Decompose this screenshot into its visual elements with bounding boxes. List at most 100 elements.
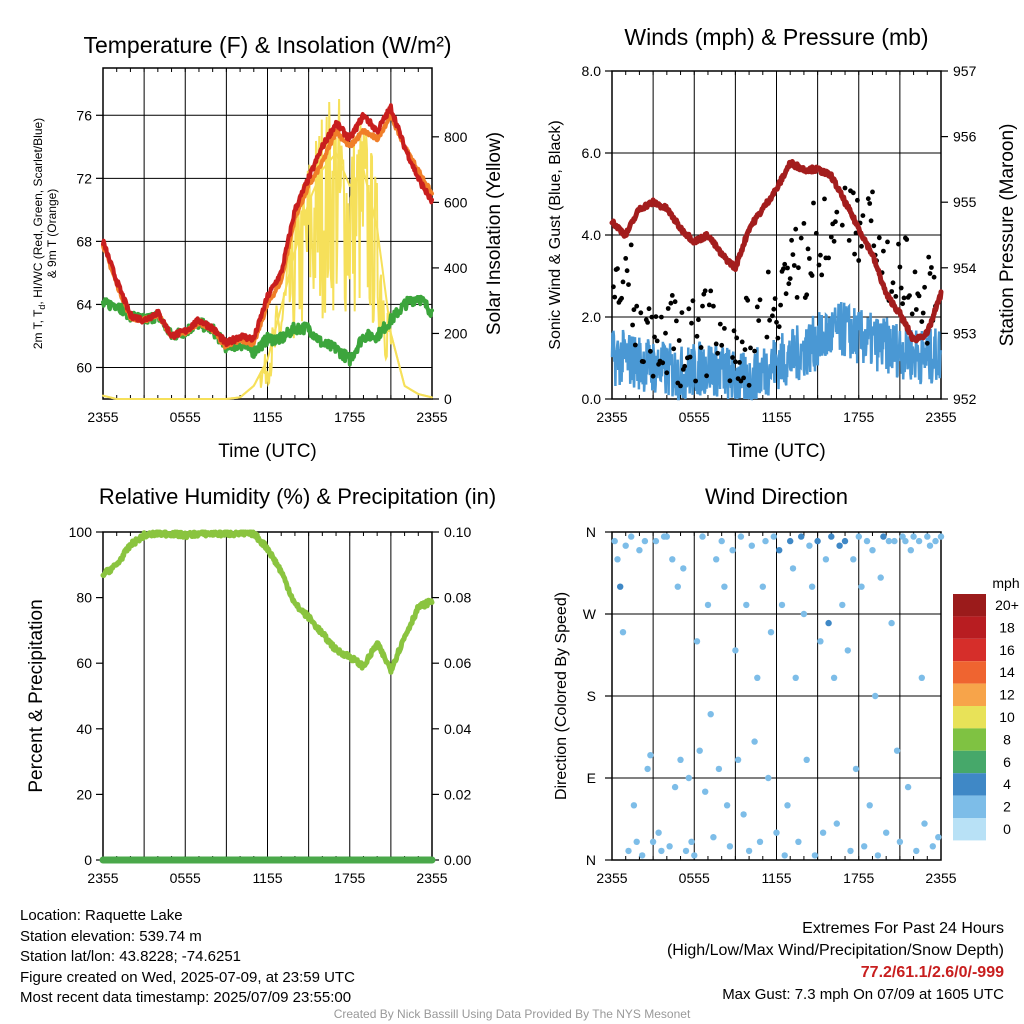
direction-point bbox=[721, 583, 728, 590]
direction-point bbox=[693, 638, 701, 645]
direction-point bbox=[847, 847, 854, 855]
gust-point bbox=[645, 320, 650, 325]
direction-point bbox=[885, 537, 893, 545]
direction-point bbox=[893, 747, 901, 754]
direction-point bbox=[929, 843, 936, 850]
direction-point bbox=[644, 765, 651, 773]
gust-point bbox=[852, 251, 857, 257]
gust-point bbox=[834, 209, 840, 215]
panel-title: Wind Direction bbox=[705, 484, 848, 509]
gust-point bbox=[649, 314, 655, 320]
gust-point bbox=[793, 226, 799, 232]
direction-point bbox=[655, 829, 662, 836]
gust-point bbox=[722, 326, 727, 331]
direction-point bbox=[833, 820, 840, 827]
direction-point bbox=[808, 583, 816, 590]
gust-point bbox=[781, 266, 786, 272]
direction-point bbox=[825, 619, 832, 627]
legend-label: 4 bbox=[1003, 776, 1011, 792]
location-text: Location: Raquette Lake bbox=[20, 907, 183, 924]
gust-point bbox=[734, 335, 740, 341]
x-tick-label: 2355 bbox=[925, 409, 956, 425]
gust-point bbox=[916, 293, 922, 299]
y2-tick-label: 0.04 bbox=[444, 721, 471, 737]
gust-point bbox=[931, 274, 937, 280]
x-tick-label: 2355 bbox=[596, 870, 627, 886]
gust-point bbox=[889, 289, 895, 294]
gust-point bbox=[713, 341, 719, 347]
direction-point bbox=[822, 556, 830, 563]
gust-point bbox=[787, 276, 793, 281]
gust-point bbox=[698, 345, 704, 350]
gust-point bbox=[754, 304, 760, 310]
x-tick-label: 2355 bbox=[87, 409, 118, 425]
gust-point bbox=[733, 359, 738, 365]
direction-point bbox=[924, 533, 931, 540]
direction-point bbox=[743, 601, 750, 609]
direction-point bbox=[765, 774, 772, 782]
legend-label: 0 bbox=[1003, 821, 1011, 837]
panel-title: Winds (mph) & Pressure (mb) bbox=[624, 24, 928, 50]
x-tick-label: 2355 bbox=[925, 870, 956, 886]
gust-point bbox=[611, 284, 616, 290]
y2-tick-label: 800 bbox=[444, 129, 468, 145]
gust-point bbox=[904, 237, 910, 242]
legend-swatch bbox=[953, 795, 986, 818]
gust-point bbox=[822, 196, 827, 202]
direction-point bbox=[669, 556, 676, 563]
gust-point bbox=[831, 238, 837, 244]
direction-point bbox=[918, 674, 925, 681]
gust-point bbox=[898, 285, 904, 291]
y-tick-label: N bbox=[586, 852, 596, 868]
direction-point bbox=[671, 783, 679, 791]
direction-point bbox=[767, 629, 775, 636]
gust-point bbox=[811, 200, 816, 206]
direction-point bbox=[740, 811, 747, 818]
legend-label: 14 bbox=[999, 664, 1015, 680]
gust-point bbox=[671, 346, 677, 352]
direction-point bbox=[776, 547, 783, 554]
gust-point bbox=[679, 310, 685, 315]
direction-point bbox=[633, 838, 640, 845]
direction-point bbox=[649, 838, 657, 845]
y-tick-label: 64 bbox=[76, 296, 92, 312]
gust-point bbox=[738, 378, 744, 384]
y2-tick-label: 954 bbox=[953, 260, 977, 276]
x-axis-label: Time (UTC) bbox=[727, 441, 826, 462]
direction-point bbox=[617, 583, 624, 590]
y2-tick-label: 957 bbox=[953, 63, 977, 79]
legend-title: mph bbox=[992, 575, 1019, 591]
direction-point bbox=[666, 843, 673, 850]
gust-point bbox=[711, 303, 716, 309]
gust-point bbox=[663, 330, 668, 336]
gust-point bbox=[881, 248, 886, 254]
y-tick-label: 2.0 bbox=[582, 309, 602, 325]
gust-point bbox=[789, 237, 794, 243]
gust-point bbox=[717, 321, 723, 327]
direction-point bbox=[674, 583, 681, 590]
gust-point bbox=[623, 256, 629, 261]
legend-label: 10 bbox=[999, 709, 1015, 725]
series-insolation bbox=[102, 98, 433, 400]
direction-point bbox=[792, 674, 799, 681]
y-tick-label: 4.0 bbox=[582, 227, 602, 243]
gust-point bbox=[771, 306, 777, 312]
x-tick-label: 1755 bbox=[334, 409, 365, 425]
direction-point bbox=[926, 542, 934, 549]
direction-point bbox=[759, 583, 766, 590]
gust-point bbox=[746, 382, 752, 388]
direction-point bbox=[863, 537, 871, 545]
gust-point bbox=[791, 263, 797, 268]
panel-title: Relative Humidity (%) & Precipitation (i… bbox=[99, 484, 496, 509]
gust-point bbox=[659, 314, 664, 320]
extremes-subtitle: (High/Low/Max Wind/Precipitation/Snow De… bbox=[666, 942, 1004, 959]
x-tick-label: 0555 bbox=[679, 409, 710, 425]
gust-point bbox=[741, 375, 746, 381]
gust-point bbox=[654, 338, 660, 344]
gust-point bbox=[871, 243, 877, 249]
extremes-values: 77.2/61.1/2.6/0/-999 bbox=[860, 964, 1004, 981]
gust-point bbox=[686, 306, 692, 312]
y-tick-label: E bbox=[587, 770, 596, 786]
gust-point bbox=[801, 221, 807, 226]
gust-point bbox=[790, 252, 796, 257]
